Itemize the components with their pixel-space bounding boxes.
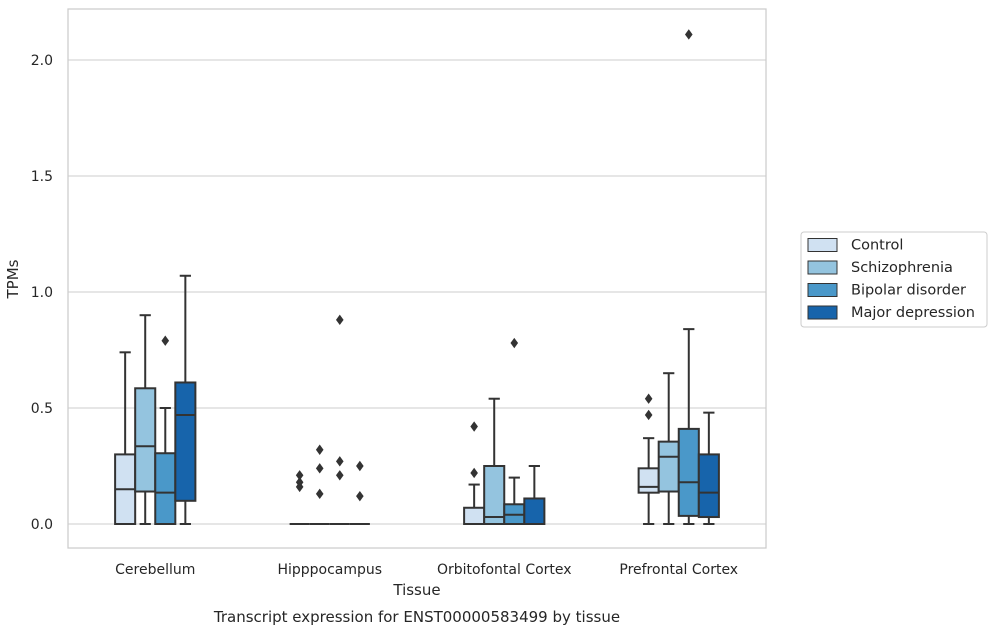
box-body xyxy=(657,440,680,493)
outlier-point xyxy=(470,467,478,479)
box-body xyxy=(463,506,486,526)
box-2-0 xyxy=(154,335,177,525)
box-3-2 xyxy=(523,465,546,526)
legend-swatch xyxy=(807,305,838,320)
outlier-point xyxy=(684,29,693,40)
box-2-1 xyxy=(329,314,350,525)
legend-label: Major depression xyxy=(851,305,975,321)
y-tick-label: 2.0 xyxy=(31,53,53,69)
legend-label: Control xyxy=(851,238,903,254)
box-body xyxy=(677,427,700,517)
y-tick-label: 0.0 xyxy=(31,517,53,533)
outlier-point xyxy=(356,460,364,472)
legend-swatch xyxy=(807,260,838,275)
box-0-1 xyxy=(289,470,310,525)
legend-label: Schizophrenia xyxy=(851,260,953,276)
outlier-point xyxy=(335,314,344,326)
outlier-point xyxy=(644,409,653,421)
y-axis-ticks: 0.0 0.5 1.0 1.5 2.0 xyxy=(31,53,53,533)
outlier-point xyxy=(315,444,324,455)
legend-swatch xyxy=(807,238,838,252)
box-body xyxy=(174,381,197,502)
box-1-1 xyxy=(309,444,330,525)
legend-frame xyxy=(800,231,988,328)
box-3-0 xyxy=(174,274,197,525)
box-1-2 xyxy=(483,397,506,525)
legend-label: Bipolar disorder xyxy=(851,283,966,299)
chart-title: Transcript expression for ENST0000058349… xyxy=(213,608,620,626)
box-body xyxy=(523,497,546,526)
outlier-point xyxy=(335,456,344,467)
box-1-0 xyxy=(134,314,157,525)
box-2-2 xyxy=(503,337,526,525)
legend: Control Schizophrenia Bipolar disorder Majo… xyxy=(800,231,988,328)
plot-frame xyxy=(67,8,767,549)
box-plots xyxy=(114,29,720,526)
outlier-point xyxy=(335,470,344,481)
box-body xyxy=(637,467,660,494)
outlier-point xyxy=(510,337,519,349)
box-1-3 xyxy=(657,372,680,525)
x-tick-label: Cerebellum xyxy=(115,562,195,578)
y-tick-label: 1.5 xyxy=(31,169,53,185)
box-body xyxy=(154,452,177,525)
x-axis-label: Tissue xyxy=(392,581,440,599)
y-tick-label: 0.5 xyxy=(31,401,53,417)
x-axis-ticks: Cerebellum Hipppocampus Orbitofontal Corte… xyxy=(115,562,738,578)
box-0-0 xyxy=(114,351,137,525)
outlier-point xyxy=(644,393,653,404)
outlier-point xyxy=(315,463,324,474)
box-0-3 xyxy=(637,393,660,525)
legend-swatch xyxy=(807,283,838,297)
outlier-point xyxy=(161,335,170,346)
box-3-1 xyxy=(349,460,370,525)
outlier-point xyxy=(295,477,304,488)
box-body xyxy=(697,453,720,519)
outlier-point xyxy=(356,490,364,502)
y-axis-label: TPMs xyxy=(4,259,22,299)
box-body xyxy=(483,465,506,525)
x-tick-label: Orbitofontal Cortex xyxy=(437,562,572,578)
y-tick-label: 1.0 xyxy=(31,285,53,301)
x-tick-label: Hipppocampus xyxy=(277,562,382,578)
outlier-point xyxy=(315,488,324,500)
outlier-point xyxy=(295,470,304,481)
x-tick-label: Prefrontal Cortex xyxy=(619,562,738,578)
outlier-point xyxy=(470,421,478,432)
box-body xyxy=(134,387,157,493)
box-3-3 xyxy=(697,411,720,525)
box-2-3 xyxy=(677,29,700,525)
